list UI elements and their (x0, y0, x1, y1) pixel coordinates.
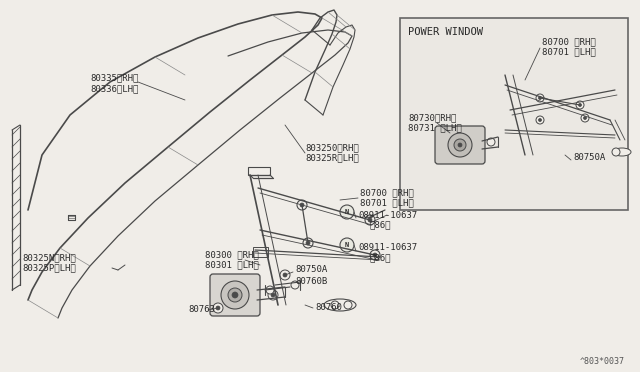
Circle shape (232, 292, 238, 298)
Circle shape (576, 101, 584, 109)
Circle shape (538, 119, 541, 122)
Text: N: N (345, 209, 349, 215)
Circle shape (340, 238, 354, 252)
Text: 08911-10637: 08911-10637 (358, 211, 417, 219)
FancyBboxPatch shape (210, 274, 260, 316)
Text: 80325P〈LH〉: 80325P〈LH〉 (22, 263, 76, 273)
Circle shape (536, 116, 544, 124)
Circle shape (581, 114, 589, 122)
Circle shape (306, 241, 310, 245)
Text: 80300 〈RH〉: 80300 〈RH〉 (205, 250, 259, 260)
Text: 80750A: 80750A (295, 266, 327, 275)
Circle shape (283, 273, 287, 277)
Ellipse shape (324, 299, 356, 311)
Circle shape (291, 281, 299, 289)
Circle shape (331, 301, 339, 309)
Circle shape (487, 138, 495, 146)
Bar (400, 18, 628, 210)
Text: 80763: 80763 (188, 305, 215, 314)
Text: N: N (345, 242, 349, 248)
Text: 80750A: 80750A (573, 154, 605, 163)
Circle shape (213, 303, 223, 313)
Circle shape (584, 116, 586, 119)
Circle shape (340, 205, 354, 219)
Text: 803250〈RH〉: 803250〈RH〉 (305, 144, 359, 153)
Circle shape (216, 306, 220, 310)
Circle shape (536, 94, 544, 102)
Circle shape (365, 215, 375, 225)
Text: 80700 〈RH〉: 80700 〈RH〉 (360, 189, 413, 198)
Circle shape (300, 203, 304, 207)
Text: 80336〈LH〉: 80336〈LH〉 (90, 84, 138, 93)
Circle shape (538, 96, 541, 99)
Text: 80701 〈LH〉: 80701 〈LH〉 (542, 48, 596, 57)
Circle shape (266, 286, 274, 294)
Text: 〈86〉: 〈86〉 (370, 221, 392, 230)
Text: 80325R〈LH〉: 80325R〈LH〉 (305, 154, 359, 163)
Circle shape (303, 238, 313, 248)
Circle shape (458, 143, 462, 147)
Circle shape (297, 200, 307, 210)
Text: 80760B: 80760B (295, 278, 327, 286)
Circle shape (228, 288, 242, 302)
Text: 08911-10637: 08911-10637 (358, 244, 417, 253)
Text: 80731 〈LH〉: 80731 〈LH〉 (408, 124, 461, 132)
Text: 80760: 80760 (315, 304, 342, 312)
Circle shape (368, 218, 372, 222)
Text: ^803*0037: ^803*0037 (580, 357, 625, 366)
Circle shape (373, 253, 377, 257)
Circle shape (268, 290, 278, 300)
Circle shape (221, 281, 249, 309)
Circle shape (612, 148, 620, 156)
Text: 80325N〈RH〉: 80325N〈RH〉 (22, 253, 76, 263)
Text: 80730〈RH〉: 80730〈RH〉 (408, 113, 456, 122)
Circle shape (579, 103, 582, 106)
Circle shape (344, 301, 352, 309)
Circle shape (454, 139, 466, 151)
Circle shape (370, 250, 380, 260)
Circle shape (448, 133, 472, 157)
Text: 80335〈RH〉: 80335〈RH〉 (90, 74, 138, 83)
Bar (248, 167, 270, 175)
Bar (253, 247, 268, 257)
Text: 80301 〈LH〉: 80301 〈LH〉 (205, 260, 259, 269)
Circle shape (280, 270, 290, 280)
Text: 80701 〈LH〉: 80701 〈LH〉 (360, 199, 413, 208)
Circle shape (271, 293, 275, 297)
Text: 80700 〈RH〉: 80700 〈RH〉 (542, 38, 596, 46)
Text: POWER WINDOW: POWER WINDOW (408, 27, 483, 37)
Ellipse shape (613, 148, 631, 156)
FancyBboxPatch shape (435, 126, 485, 164)
Text: 〈86〉: 〈86〉 (370, 253, 392, 263)
